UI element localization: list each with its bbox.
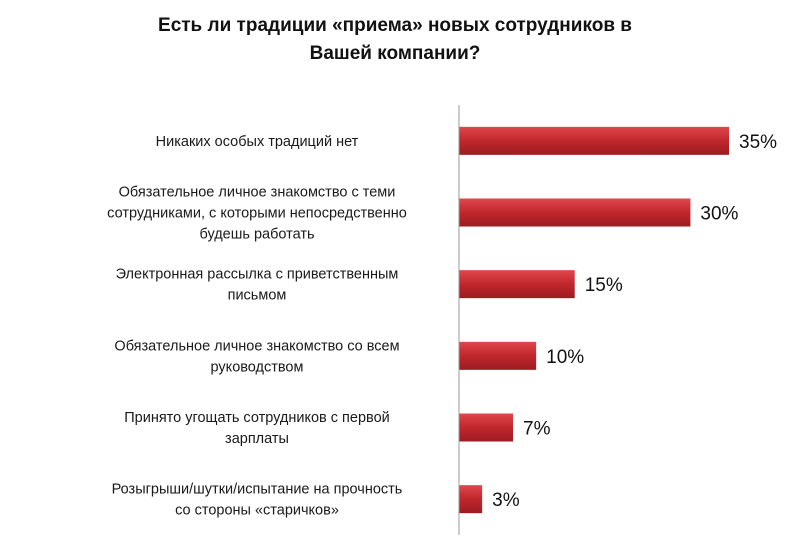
- chart-title-line-2: Вашей компании?: [309, 43, 481, 64]
- category-label-5: Розыгрыши/шутки/испытание на прочность со…: [112, 482, 403, 519]
- category-label-3: Обязательное личное знакомство со всем ру…: [114, 338, 399, 375]
- category-label-1: Обязательное личное знакомство с теми сот…: [107, 185, 407, 243]
- value-labels-group: 35% 30% 15% 10% 7% 3%: [492, 132, 777, 511]
- bar-2: [459, 270, 575, 299]
- category-labels-group: Никаких особых традиций нет Обязательное …: [107, 134, 407, 519]
- chart-title: Есть ли традиции «приема» новых сотрудни…: [95, 12, 695, 68]
- value-label-2: 15%: [585, 275, 623, 296]
- value-label-4: 7%: [523, 419, 551, 440]
- bar-4: [459, 413, 513, 442]
- bar-5: [459, 485, 483, 514]
- value-label-3: 10%: [546, 347, 584, 368]
- bar-0: [459, 126, 729, 155]
- category-label-0: Никаких особых традиций нет: [156, 134, 359, 150]
- chart-title-line-1: Есть ли традиции «приема» новых сотрудни…: [158, 15, 632, 36]
- bars-group: [459, 126, 729, 514]
- category-label-2: Электронная рассылка с приветственным пис…: [116, 267, 399, 304]
- value-label-5: 3%: [492, 490, 520, 511]
- bar-1: [459, 198, 691, 227]
- value-label-0: 35%: [739, 132, 777, 153]
- category-label-4: Принято угощать сотрудников с первой зарп…: [124, 410, 390, 447]
- value-label-1: 30%: [700, 204, 738, 225]
- bar-3: [459, 341, 537, 370]
